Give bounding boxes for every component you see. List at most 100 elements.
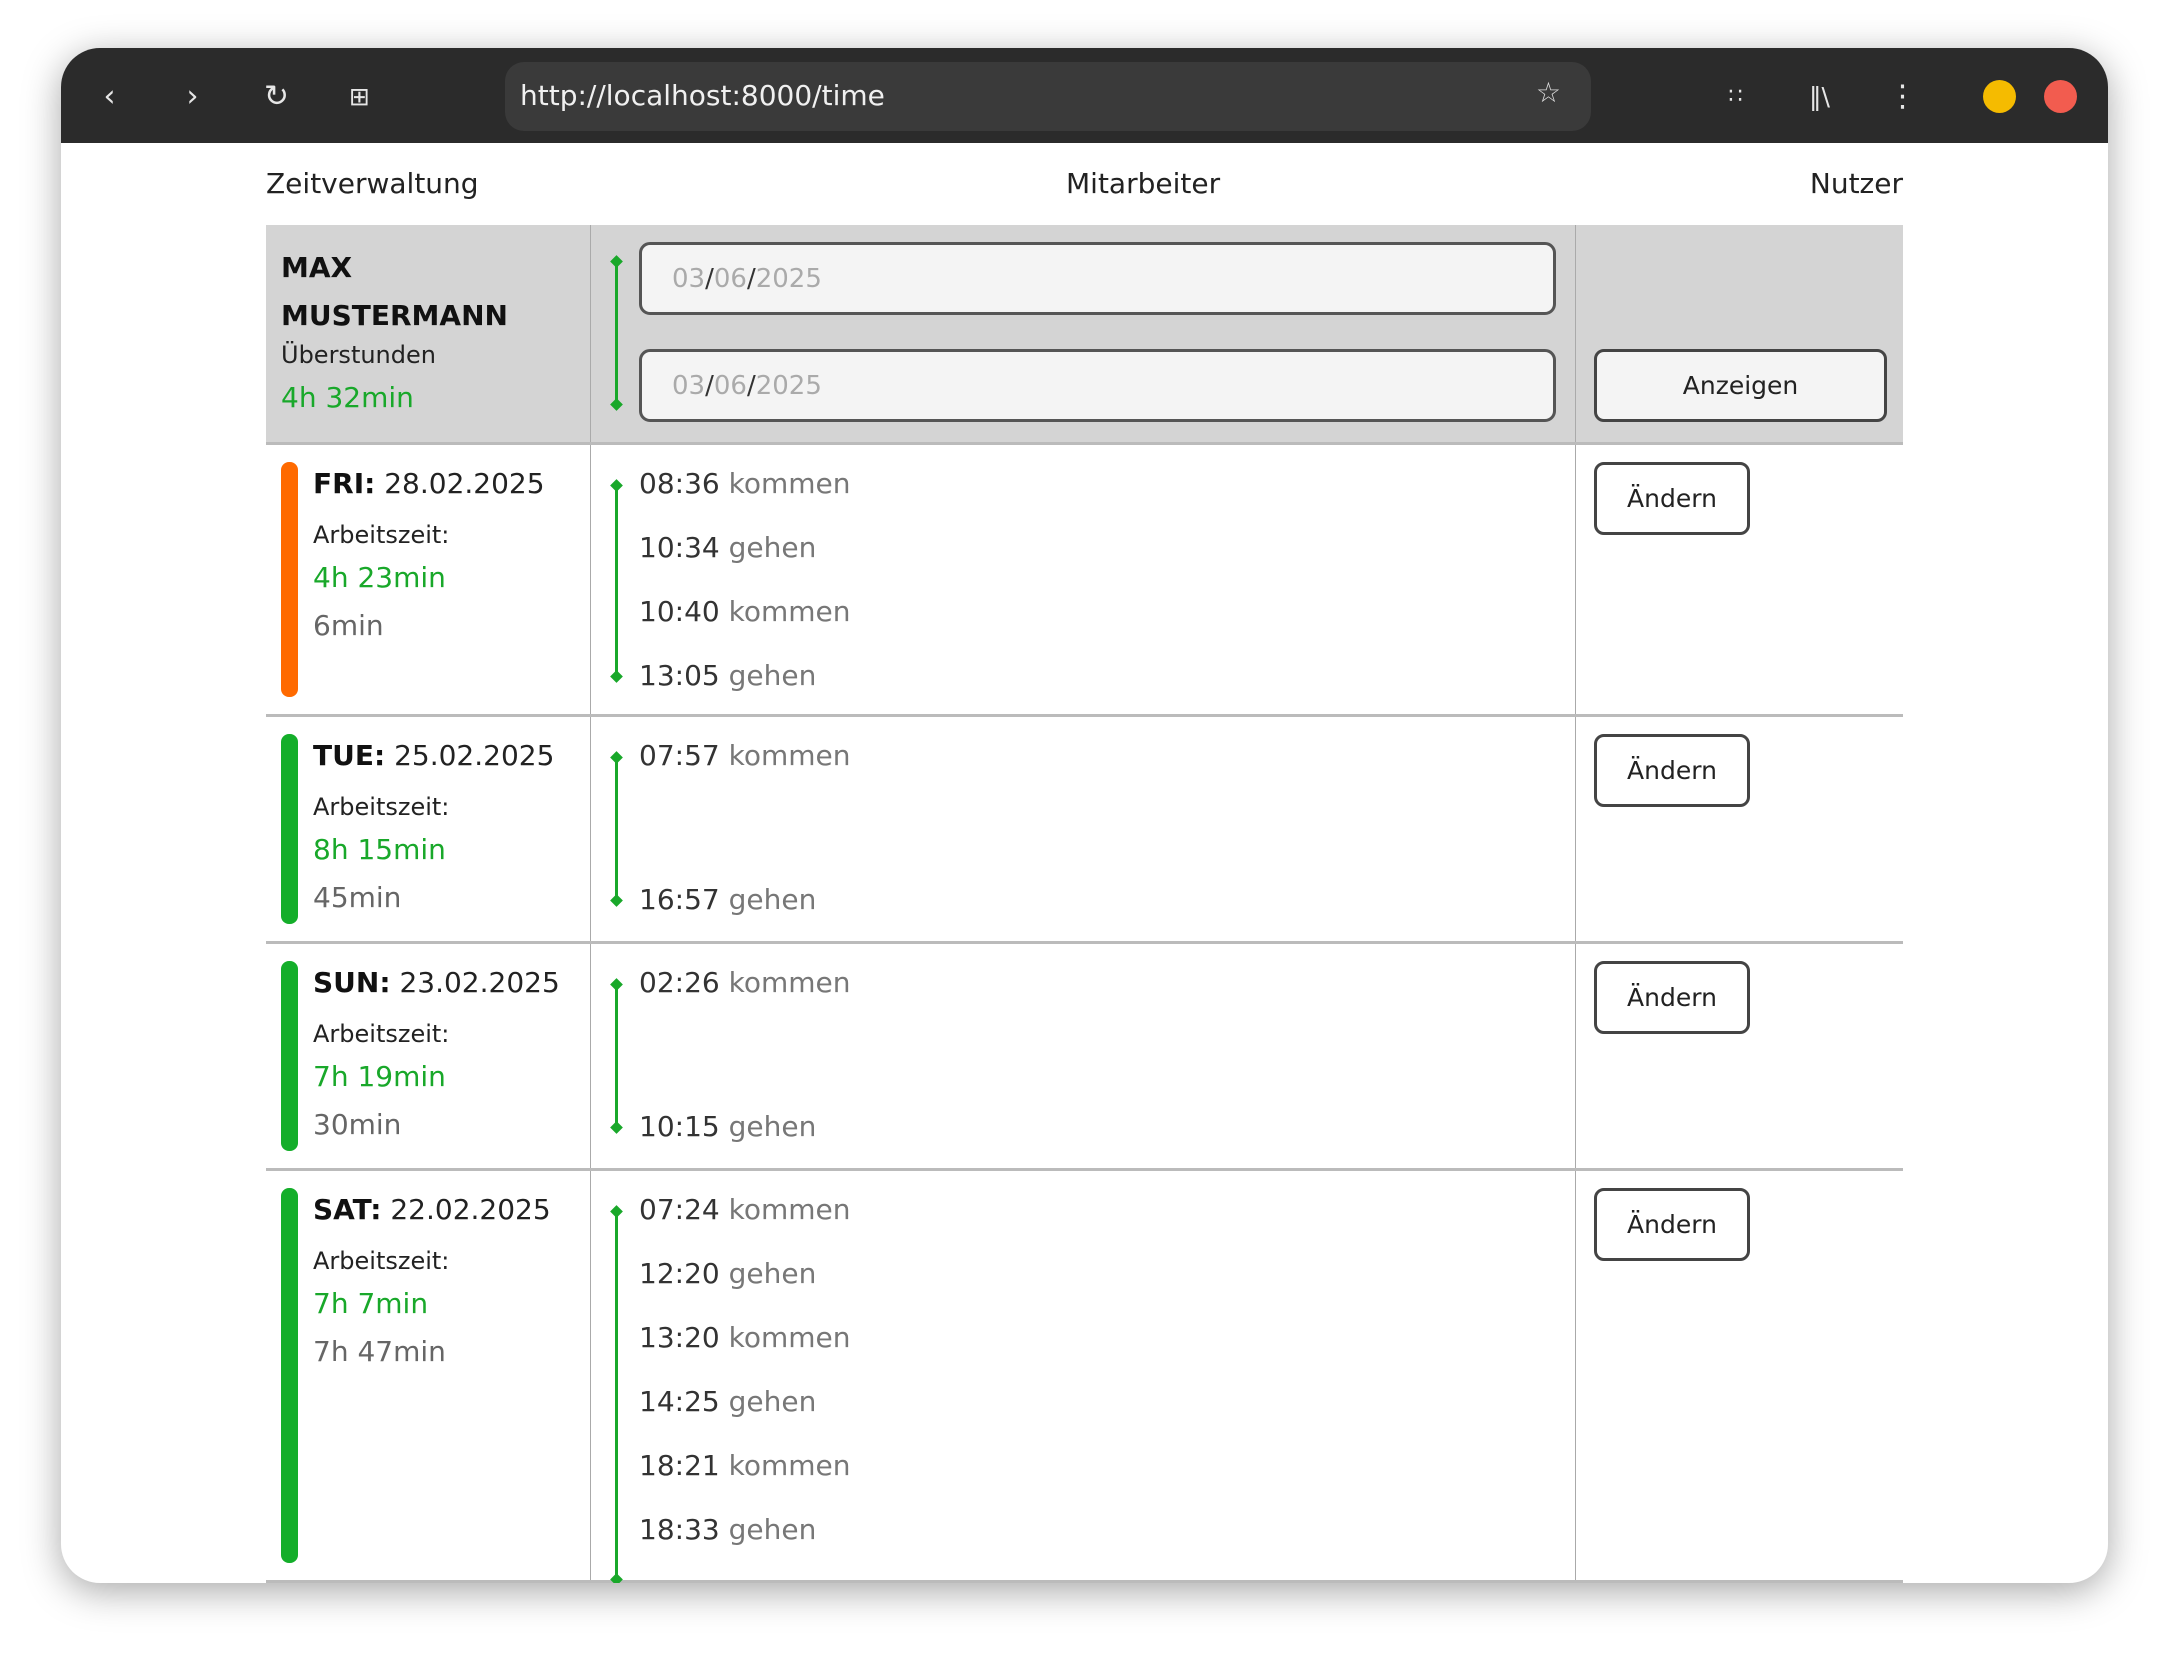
entry-time: 12:20 <box>639 1257 720 1290</box>
close-button[interactable] <box>2044 80 2077 113</box>
entry-time: 13:05 <box>639 659 720 692</box>
time-entry: 02:26 kommen <box>639 966 850 1030</box>
day-title: SAT: 22.02.2025 <box>313 1193 551 1226</box>
time-table: MAX MUSTERMANN Überstunden 4h 32min 03/06… <box>266 225 1903 1583</box>
date: 28.02.2025 <box>384 467 545 500</box>
day-row: TUE: 25.02.2025 Arbeitszeit: 8h 15min 45… <box>266 717 1903 944</box>
weekday: SAT: <box>313 1193 382 1226</box>
entry-time: 08:36 <box>639 467 720 500</box>
browser-window: ‹ › ↻ ⊞ http://localhost:8000/time ☆ ∷ ‖… <box>61 48 2108 1583</box>
pause-value: 6min <box>313 609 384 642</box>
worktime-label: Arbeitszeit: <box>313 521 450 549</box>
entry-type: gehen <box>728 1257 817 1290</box>
nav-nutzer[interactable]: Nutzer <box>1809 167 1903 200</box>
entry-time: 14:25 <box>639 1385 720 1418</box>
entry-time: 10:15 <box>639 1110 720 1143</box>
date: 22.02.2025 <box>390 1193 551 1226</box>
screenshot-icon[interactable]: ⊞ <box>349 82 370 111</box>
page-content: Zeitverwaltung Mitarbeiter Nutzer MAX MUS… <box>61 143 2108 1583</box>
entry-time: 07:57 <box>639 739 720 772</box>
status-bar <box>281 462 298 697</box>
address-bar[interactable]: http://localhost:8000/time ☆ <box>505 62 1591 131</box>
entry-time: 07:24 <box>639 1193 720 1226</box>
url-text[interactable]: http://localhost:8000/time <box>520 79 885 112</box>
worktime-value: 7h 19min <box>313 1060 446 1093</box>
name-last: MUSTERMANN <box>281 299 508 332</box>
status-bar <box>281 734 298 924</box>
time-entry: 13:20 kommen <box>639 1321 850 1385</box>
time-entry: 18:21 kommen <box>639 1449 850 1513</box>
time-entry: 12:20 gehen <box>639 1257 850 1321</box>
time-entry: 18:33 gehen <box>639 1513 850 1577</box>
star-icon[interactable]: ☆ <box>1535 76 1561 109</box>
time-entry: 10:15 gehen <box>639 1110 850 1174</box>
reload-icon[interactable]: ↻ <box>263 79 290 114</box>
anzeigen-button[interactable]: Anzeigen <box>1594 349 1887 422</box>
entry-type: gehen <box>728 1110 817 1143</box>
day-row: SUN: 23.02.2025 Arbeitszeit: 7h 19min 30… <box>266 944 1903 1171</box>
time-entry: 07:24 kommen <box>639 1193 850 1257</box>
to-date-input[interactable]: 03/06/2025 <box>639 349 1556 422</box>
entry-type: kommen <box>728 1193 851 1226</box>
back-icon[interactable]: ‹ <box>103 79 116 114</box>
overtime-label: Überstunden <box>281 341 436 369</box>
weekday: FRI: <box>313 467 376 500</box>
aendern-button[interactable]: Ändern <box>1594 462 1750 535</box>
aendern-button[interactable]: Ändern <box>1594 734 1750 807</box>
forward-icon[interactable]: › <box>186 79 199 114</box>
weekday: TUE: <box>313 739 386 772</box>
timeline-icon <box>615 757 618 901</box>
timeline-icon <box>615 1211 618 1580</box>
timeline-icon <box>615 485 618 677</box>
range-timeline-icon <box>615 261 618 405</box>
entry-type: kommen <box>728 467 851 500</box>
worktime-label: Arbeitszeit: <box>313 1247 450 1275</box>
day-rows: FRI: 28.02.2025 Arbeitszeit: 4h 23min 6m… <box>266 445 1903 1583</box>
kebab-menu-icon[interactable]: ⋮ <box>1887 79 1918 114</box>
pause-value: 7h 47min <box>313 1335 446 1368</box>
nav-mitarbeiter[interactable]: Mitarbeiter <box>1066 167 1221 200</box>
entry-type: kommen <box>728 1321 851 1354</box>
name-first: MAX <box>281 251 353 284</box>
minimize-button[interactable] <box>1983 80 2016 113</box>
worktime-label: Arbeitszeit: <box>313 1020 450 1048</box>
entry-type: kommen <box>728 1449 851 1482</box>
overtime-value: 4h 32min <box>281 381 414 414</box>
time-entries: 02:26 kommen 10:15 gehen <box>639 966 850 1174</box>
time-entry: 10:40 kommen <box>639 595 850 659</box>
worktime-label: Arbeitszeit: <box>313 793 450 821</box>
status-bar <box>281 1188 298 1563</box>
entry-type: gehen <box>728 1513 817 1546</box>
day-title: FRI: 28.02.2025 <box>313 467 545 500</box>
time-entry: 14:25 gehen <box>639 1385 850 1449</box>
employee-header-row: MAX MUSTERMANN Überstunden 4h 32min 03/06… <box>266 225 1903 445</box>
time-entry: 16:57 gehen <box>639 883 850 947</box>
entry-time: 10:34 <box>639 531 720 564</box>
status-bar <box>281 961 298 1151</box>
library-icon[interactable]: ‖\ <box>1809 82 1830 111</box>
entry-type: gehen <box>728 531 817 564</box>
aendern-button[interactable]: Ändern <box>1594 961 1750 1034</box>
entry-time: 18:33 <box>639 1513 720 1546</box>
from-year: 2025 <box>755 264 822 294</box>
time-entries: 07:57 kommen 16:57 gehen <box>639 739 850 947</box>
aendern-button[interactable]: Ändern <box>1594 1188 1750 1261</box>
date: 25.02.2025 <box>394 739 555 772</box>
entry-type: gehen <box>728 883 817 916</box>
browser-toolbar: ‹ › ↻ ⊞ http://localhost:8000/time ☆ ∷ ‖… <box>61 48 2108 143</box>
entry-time: 02:26 <box>639 966 720 999</box>
employee-name: MAX MUSTERMANN <box>281 244 508 340</box>
nav-zeitverwaltung[interactable]: Zeitverwaltung <box>266 167 479 200</box>
entry-type: kommen <box>728 595 851 628</box>
pause-value: 45min <box>313 881 402 914</box>
day-row: SAT: 22.02.2025 Arbeitszeit: 7h 7min 7h … <box>266 1171 1903 1583</box>
pause-value: 30min <box>313 1108 402 1141</box>
day-title: SUN: 23.02.2025 <box>313 966 560 999</box>
grid-icon[interactable]: ∷ <box>1728 84 1743 109</box>
from-date-input[interactable]: 03/06/2025 <box>639 242 1556 315</box>
to-day: 06 <box>713 371 747 401</box>
day-row: FRI: 28.02.2025 Arbeitszeit: 4h 23min 6m… <box>266 445 1903 717</box>
day-title: TUE: 25.02.2025 <box>313 739 554 772</box>
entry-time: 18:21 <box>639 1449 720 1482</box>
